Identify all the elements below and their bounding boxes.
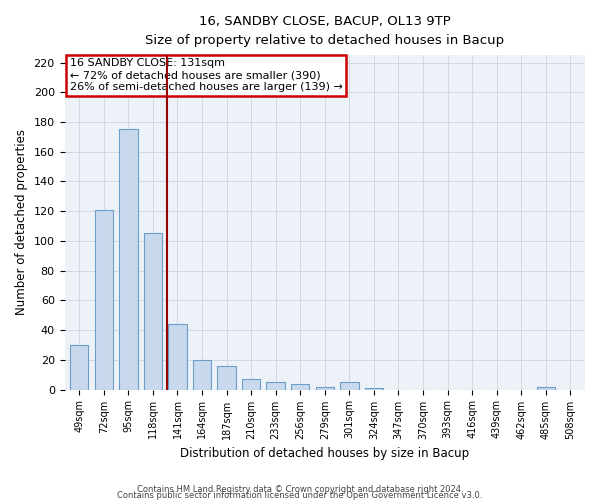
Bar (316, 386, 334, 390)
Y-axis label: Number of detached properties: Number of detached properties (15, 130, 28, 316)
Text: Contains HM Land Registry data © Crown copyright and database right 2024.: Contains HM Land Registry data © Crown c… (137, 484, 463, 494)
Bar (193, 360, 211, 390)
Bar (340, 382, 359, 390)
Bar (536, 386, 555, 390)
Bar (168, 324, 187, 390)
Bar (217, 366, 236, 390)
Bar (70, 345, 88, 390)
X-axis label: Distribution of detached houses by size in Bacup: Distribution of detached houses by size … (180, 447, 469, 460)
Text: Contains public sector information licensed under the Open Government Licence v3: Contains public sector information licen… (118, 490, 482, 500)
Bar (365, 388, 383, 390)
Bar (95, 210, 113, 390)
Text: 16 SANDBY CLOSE: 131sqm
← 72% of detached houses are smaller (390)
26% of semi-d: 16 SANDBY CLOSE: 131sqm ← 72% of detache… (70, 58, 343, 92)
Bar (242, 379, 260, 390)
Bar (291, 384, 310, 390)
Title: 16, SANDBY CLOSE, BACUP, OL13 9TP
Size of property relative to detached houses i: 16, SANDBY CLOSE, BACUP, OL13 9TP Size o… (145, 15, 505, 47)
Bar (119, 130, 137, 390)
Bar (144, 234, 162, 390)
Bar (266, 382, 285, 390)
